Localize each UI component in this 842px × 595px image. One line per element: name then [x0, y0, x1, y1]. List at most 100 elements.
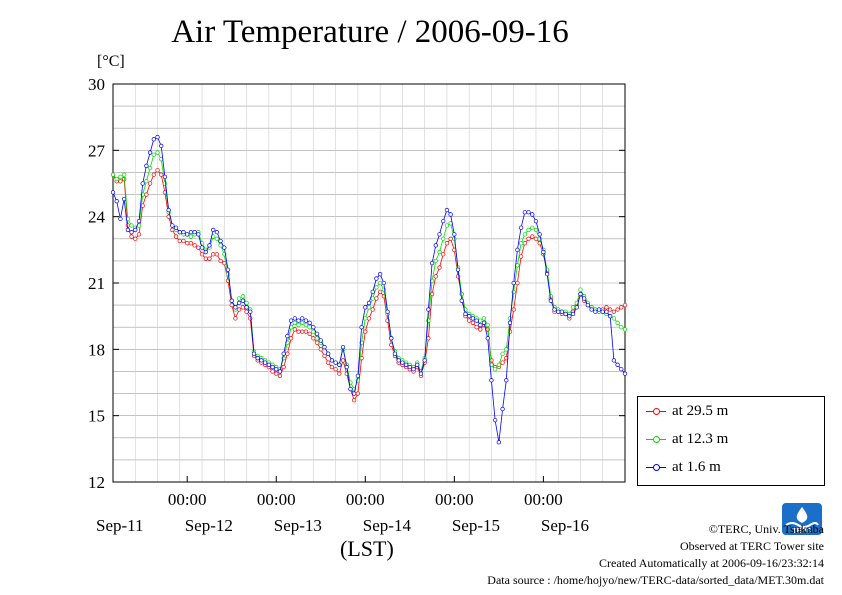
data-point: [303, 329, 309, 334]
data-point: [500, 406, 505, 412]
data-point: [518, 241, 524, 246]
y-tick-label: 21: [88, 274, 105, 293]
credit-site: Observed at TERC Tower site: [679, 539, 824, 553]
data-point: [377, 280, 383, 286]
data-point: [389, 336, 394, 341]
data-point: [121, 172, 127, 177]
data-point: [433, 274, 438, 279]
data-point: [585, 302, 591, 308]
data-point: [552, 307, 557, 312]
data-point: [300, 316, 305, 321]
legend-item-1-6m: at 1.6 m: [646, 457, 721, 477]
data-point: [563, 311, 568, 317]
data-point: [214, 252, 220, 257]
data-point: [374, 296, 379, 301]
data-point: [118, 174, 123, 180]
legend-label: at 12.3 m: [672, 430, 729, 447]
data-point: [530, 212, 535, 217]
data-point: [229, 298, 234, 303]
data-point: [496, 362, 502, 367]
data-point: [355, 391, 361, 396]
data-point: [381, 280, 386, 286]
data-point: [596, 307, 602, 312]
x-day-label: Sep-16: [541, 516, 589, 535]
data-point: [370, 307, 375, 312]
data-point: [207, 256, 212, 261]
data-point: [296, 322, 301, 328]
data-point: [363, 316, 368, 321]
data-point: [129, 234, 134, 239]
data-point: [348, 386, 353, 392]
data-point: [337, 362, 342, 367]
data-point: [311, 329, 316, 334]
data-point: [478, 322, 483, 328]
data-point: [411, 367, 416, 372]
x-axis: 00:00 00:00 00:00 00:00 00:00 Sep-11 Sep-12 Sep…: [96, 476, 589, 535]
data-point: [274, 367, 279, 372]
x-tick-label: 00:00: [524, 490, 563, 509]
data-point: [352, 398, 357, 403]
data-point: [170, 227, 175, 233]
data-point: [396, 358, 401, 363]
data-point: [615, 307, 620, 312]
data-point: [140, 181, 145, 186]
x-day-label: Sep-11: [96, 516, 144, 535]
data-point: [556, 309, 561, 314]
data-point: [225, 267, 231, 272]
grid-lines: [112, 83, 626, 483]
data-point: [548, 298, 553, 303]
data-point: [507, 320, 513, 325]
data-point: [481, 320, 487, 325]
data-point: [147, 181, 153, 186]
data-point: [433, 243, 438, 248]
data-point: [118, 216, 123, 222]
legend-item-29-5m: at 29.5 m: [646, 401, 728, 421]
data-point: [366, 300, 372, 306]
data-point: [251, 351, 257, 356]
data-point: [311, 336, 316, 341]
data-point: [622, 302, 628, 308]
x-day-label: Sep-12: [185, 516, 233, 535]
data-point: [110, 172, 116, 177]
data-point: [377, 272, 383, 277]
data-point: [114, 176, 119, 182]
data-point: [207, 243, 212, 248]
data-point: [144, 192, 149, 197]
data-point: [567, 314, 572, 319]
data-point: [281, 351, 286, 356]
data-point: [155, 168, 160, 173]
data-point: [504, 347, 509, 352]
data-point: [318, 338, 323, 343]
data-point: [129, 229, 134, 235]
data-point: [366, 305, 372, 310]
data-point: [162, 174, 168, 180]
data-point: [611, 309, 617, 314]
data-point: [403, 362, 409, 367]
data-point: [270, 364, 275, 370]
data-point: [604, 309, 609, 314]
data-point: [374, 285, 379, 290]
data-point: [288, 336, 294, 341]
data-point: [530, 225, 535, 230]
data-point: [522, 241, 527, 246]
data-point: [541, 249, 546, 255]
data-point: [437, 249, 442, 255]
data-point: [329, 358, 335, 363]
data-point: [155, 134, 160, 140]
y-tick-label: 12: [88, 473, 105, 492]
data-point: [203, 256, 208, 261]
data-point: [307, 331, 312, 337]
data-point: [437, 232, 442, 237]
data-point: [578, 287, 583, 292]
series-line: [112, 169, 626, 402]
data-point: [604, 305, 609, 310]
data-point: [437, 265, 442, 270]
data-point: [544, 272, 550, 277]
y-tick-label: 30: [88, 75, 105, 94]
data-point: [470, 316, 476, 321]
data-point: [188, 241, 194, 246]
data-point: [166, 207, 171, 213]
data-point: [500, 360, 505, 365]
data-point: [188, 234, 194, 239]
data-point: [526, 227, 531, 233]
